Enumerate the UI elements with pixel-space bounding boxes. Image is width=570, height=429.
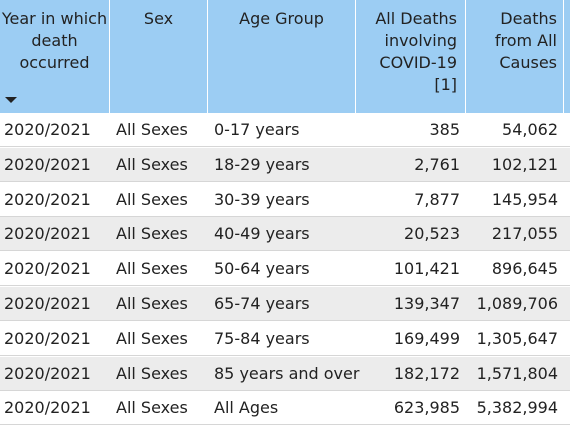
cell-age-group: 75-84 years — [214, 328, 310, 348]
cell-covid-deaths: 101,421 — [393, 259, 460, 279]
table-row[interactable]: 2020/2021 All Sexes 30-39 years 7,877 145,95… — [0, 183, 570, 217]
cell-all-cause-deaths: 54,062 — [502, 120, 558, 139]
cell-year: 2020/2021 — [4, 120, 91, 139]
column-header-sex-label: Sex — [143, 9, 174, 28]
cell-sex: All Sexes — [116, 189, 188, 209]
column-header-covid-deaths[interactable]: All Deaths involving COVID-19 [1] — [356, 0, 466, 113]
cell-year: 2020/2021 — [4, 189, 91, 209]
table-row[interactable]: 2020/2021 All Sexes All Ages 623,985 5,382,9… — [0, 391, 570, 426]
cell-year: 2020/2021 — [4, 224, 91, 244]
cell-sex: All Sexes — [116, 363, 188, 383]
cell-covid-deaths: 139,347 — [393, 294, 460, 313]
table-row[interactable]: 2020/2021 All Sexes 40-49 years 20,523 217,0… — [0, 217, 570, 252]
cell-age-group: 65-74 years — [214, 294, 310, 313]
table-row[interactable]: 2020/2021 All Sexes 18-29 years 2,761 102,12… — [0, 147, 570, 182]
cell-covid-deaths: 7,877 — [414, 189, 460, 209]
column-header-sex[interactable]: Sex — [110, 0, 208, 113]
cell-year: 2020/2021 — [4, 259, 91, 279]
cell-all-cause-deaths: 217,055 — [491, 224, 558, 244]
cell-age-group: 30-39 years — [214, 189, 310, 209]
cell-age-group: All Ages — [214, 398, 279, 418]
table-header: Year in which death occurred Sex Age Gro… — [0, 0, 570, 113]
table-row[interactable]: 2020/2021 All Sexes 50-64 years 101,421 896,… — [0, 252, 570, 287]
cell-age-group: 0-17 years — [214, 120, 300, 139]
cell-covid-deaths: 20,523 — [404, 224, 460, 244]
cell-all-cause-deaths: 145,954 — [491, 189, 558, 209]
cell-year: 2020/2021 — [4, 154, 91, 174]
column-header-year-label: Year in which death occurred — [1, 9, 108, 72]
cell-all-cause-deaths: 1,571,804 — [476, 363, 558, 383]
table-row[interactable]: 2020/2021 All Sexes 65-74 years 139,347 1,08… — [0, 287, 570, 321]
column-header-all-cause-deaths-label: Deaths from All Causes — [494, 9, 557, 72]
cell-sex: All Sexes — [116, 328, 188, 348]
column-header-year[interactable]: Year in which death occurred — [0, 0, 110, 113]
cell-sex: All Sexes — [116, 120, 188, 139]
cell-sex: All Sexes — [116, 398, 188, 418]
cell-all-cause-deaths: 1,305,647 — [476, 328, 558, 348]
cell-age-group: 50-64 years — [214, 259, 310, 279]
cell-age-group: 40-49 years — [214, 224, 310, 244]
column-header-covid-deaths-label: All Deaths involving COVID-19 [1] — [375, 9, 457, 94]
cell-year: 2020/2021 — [4, 294, 91, 313]
cell-covid-deaths: 169,499 — [393, 328, 460, 348]
cell-covid-deaths: 623,985 — [393, 398, 460, 418]
cell-sex: All Sexes — [116, 259, 188, 279]
cell-covid-deaths: 2,761 — [414, 154, 460, 174]
cell-sex: All Sexes — [116, 294, 188, 313]
cell-covid-deaths: 385 — [429, 120, 460, 139]
cell-year: 2020/2021 — [4, 328, 91, 348]
table-row[interactable]: 2020/2021 All Sexes 85 years and over 182,1… — [0, 356, 570, 391]
column-header-age-group-label: Age Group — [239, 9, 324, 28]
column-header-all-cause-deaths[interactable]: Deaths from All Causes — [466, 0, 564, 113]
sort-descending-icon[interactable] — [5, 97, 17, 103]
cell-age-group: 85 years and over — [214, 363, 360, 383]
cell-all-cause-deaths: 896,645 — [491, 259, 558, 279]
cell-year: 2020/2021 — [4, 363, 91, 383]
cell-age-group: 18-29 years — [214, 154, 310, 174]
column-header-edge — [564, 0, 570, 113]
table-row[interactable]: 2020/2021 All Sexes 0-17 years 385 54,062 — [0, 113, 570, 147]
cell-all-cause-deaths: 102,121 — [491, 154, 558, 174]
table-row[interactable]: 2020/2021 All Sexes 75-84 years 169,499 1,30… — [0, 322, 570, 356]
cell-covid-deaths: 182,172 — [393, 363, 460, 383]
cell-year: 2020/2021 — [4, 398, 91, 418]
cell-all-cause-deaths: 1,089,706 — [476, 294, 558, 313]
cell-sex: All Sexes — [116, 154, 188, 174]
cell-sex: All Sexes — [116, 224, 188, 244]
column-header-age-group[interactable]: Age Group — [208, 0, 356, 113]
cell-all-cause-deaths: 5,382,994 — [476, 398, 558, 418]
